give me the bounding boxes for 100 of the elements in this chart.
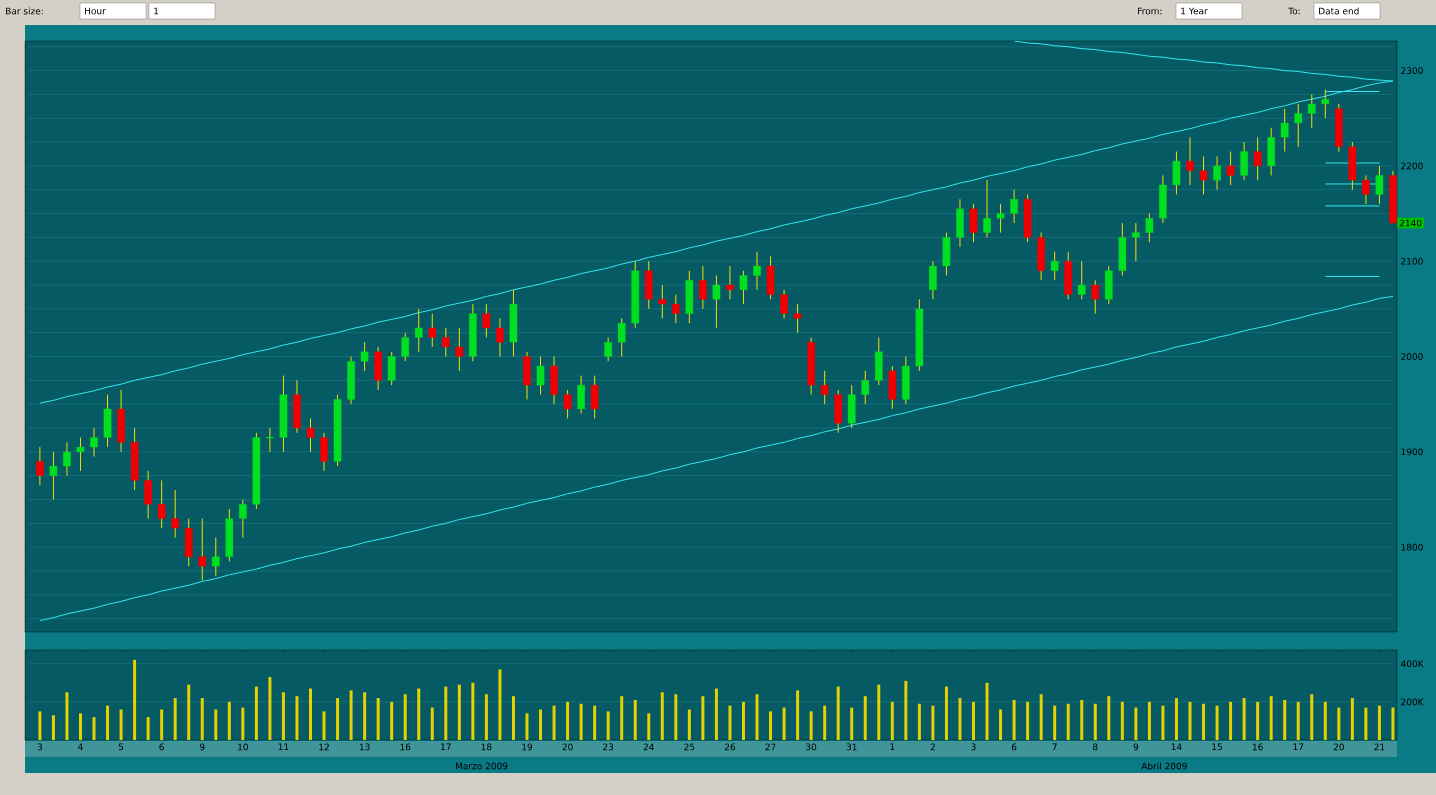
bar <box>741 701 745 740</box>
x-tick-label: 1 <box>890 743 895 751</box>
candlestick <box>699 265 707 310</box>
bar <box>511 696 515 740</box>
x-tick-label: 30 <box>806 743 817 751</box>
x-tick-label: 12 <box>319 743 329 751</box>
bar <box>606 711 610 740</box>
bar <box>1269 696 1273 740</box>
bar <box>850 707 854 740</box>
x-tick-label: 7 <box>1052 743 1057 751</box>
bar <box>809 711 813 740</box>
candlestick <box>996 203 1005 234</box>
x-tick-label: 25 <box>684 743 695 751</box>
bar <box>1161 705 1165 740</box>
bar <box>322 711 326 740</box>
x-tick-label: 16 <box>1252 743 1263 751</box>
bar <box>769 711 773 740</box>
candlestick <box>387 351 396 386</box>
x-tick-label: 27 <box>765 743 776 751</box>
candlestick <box>1213 155 1221 191</box>
candlestick <box>820 370 829 405</box>
y-tick-label: 1800 <box>1401 543 1423 551</box>
bar <box>1107 696 1111 740</box>
bar <box>173 698 177 740</box>
x-tick-label: 20 <box>1333 743 1344 751</box>
y-tick-label: 1900 <box>1401 448 1423 456</box>
candlestick <box>1240 141 1248 181</box>
bar <box>593 705 597 740</box>
bar <box>782 707 786 740</box>
bar <box>999 709 1003 740</box>
bar <box>1202 703 1206 740</box>
x-tick-label: 5 <box>118 743 124 751</box>
candlestick <box>983 179 991 238</box>
candlestick <box>1077 260 1086 300</box>
candlestick <box>63 441 71 477</box>
candlestick <box>1186 136 1194 186</box>
bar <box>309 688 312 740</box>
candlestick <box>658 284 667 319</box>
x-tick-label: 9 <box>199 743 205 751</box>
candlestick <box>1280 108 1289 153</box>
bar <box>958 698 962 740</box>
bar <box>579 703 583 740</box>
x-tick-label: 15 <box>1212 743 1222 751</box>
x-tick-label: 17 <box>1293 743 1304 751</box>
bar <box>985 682 989 740</box>
bar <box>281 692 285 740</box>
bar <box>633 699 637 740</box>
x-tick-label: 18 <box>481 743 492 751</box>
y-tick-label: 2100 <box>1401 257 1423 265</box>
candlestick <box>428 313 437 348</box>
candlestick <box>672 294 680 324</box>
bar <box>904 680 908 740</box>
bar <box>1215 705 1219 740</box>
bar <box>363 692 367 740</box>
bar <box>1174 698 1178 740</box>
x-tick-label: 19 <box>522 743 533 751</box>
candlestick <box>1199 155 1208 195</box>
bar <box>877 684 881 740</box>
bar <box>944 686 948 740</box>
bar <box>376 698 380 740</box>
x-tick-label: 20 <box>562 743 573 751</box>
candlestick <box>496 317 504 358</box>
bar <box>890 701 894 740</box>
text: 1 Year <box>1181 7 1208 15</box>
x-tick-label: 11 <box>278 743 289 751</box>
bar <box>1377 705 1381 740</box>
x-tick-label: 9 <box>1133 743 1139 751</box>
candlestick <box>969 203 978 243</box>
bar <box>1012 699 1016 740</box>
bar <box>1066 703 1070 740</box>
x-tick-label: 8 <box>1093 743 1098 751</box>
bar <box>863 696 867 740</box>
bar <box>241 707 245 740</box>
candlestick <box>604 336 612 362</box>
candlestick <box>198 518 207 582</box>
y-tick-label: 400K <box>1400 660 1424 668</box>
y-tick-label: 2300 <box>1401 67 1423 74</box>
candlestick <box>455 327 464 372</box>
x-tick-label: 13 <box>359 743 370 751</box>
candlestick <box>239 499 247 539</box>
candlestick <box>793 303 802 334</box>
bar <box>214 709 218 740</box>
candlestick <box>36 446 44 486</box>
text: Bar size: <box>6 7 43 15</box>
x-tick-label: 6 <box>159 743 164 751</box>
bar <box>471 682 475 740</box>
candlestick <box>1294 103 1303 148</box>
bar <box>106 705 110 740</box>
bar <box>539 709 543 740</box>
candlestick <box>726 265 734 300</box>
candlestick <box>1050 251 1059 281</box>
candlestick <box>1091 279 1100 315</box>
text: Marzo 2009 <box>456 762 508 770</box>
x-tick-label: 23 <box>603 743 614 751</box>
candlestick <box>1145 213 1154 243</box>
candlestick <box>861 370 870 405</box>
bar <box>1323 701 1327 740</box>
bar <box>1120 701 1124 740</box>
candlestick <box>577 375 585 415</box>
y-tick-label: 200K <box>1401 698 1424 706</box>
